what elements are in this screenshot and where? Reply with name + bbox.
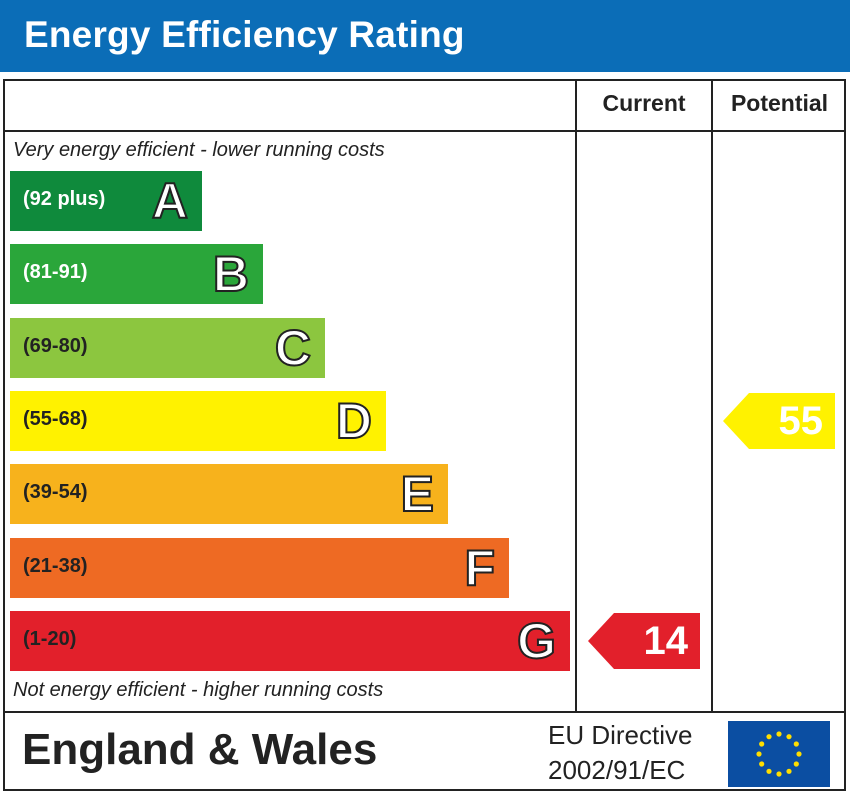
note-bottom: Not energy efficient - higher running co…	[13, 679, 384, 701]
note-top: Very energy efficient - lower running co…	[13, 139, 385, 161]
band-range-label: (55-68)	[23, 408, 88, 430]
header-divider	[3, 130, 846, 132]
band-range-label: (21-38)	[23, 555, 88, 577]
band-c: (69-80) C	[10, 318, 325, 378]
band-f: (21-38) F	[10, 538, 509, 598]
region-label: England & Wales	[22, 725, 378, 774]
band-letter: D	[335, 392, 373, 450]
band-e: (39-54) E	[10, 464, 448, 524]
current-rating-marker: 14	[588, 613, 700, 669]
band-range-label: (39-54)	[23, 481, 88, 503]
directive-line1: EU Directive	[548, 720, 693, 750]
band-letter: A	[151, 172, 189, 230]
band-range-label: (69-80)	[23, 335, 88, 357]
column-divider-current	[575, 79, 577, 713]
potential-rating-marker-arrow	[723, 393, 835, 449]
column-header-current: Current	[602, 90, 686, 116]
band-b: (81-91) B	[10, 244, 263, 304]
directive-line2: 2002/91/EC	[548, 755, 686, 785]
page-title: Energy Efficiency Rating	[24, 14, 465, 55]
header-bar: Energy Efficiency Rating	[0, 0, 850, 72]
band-range-label: (1-20)	[23, 628, 77, 650]
eu-flag-icon	[728, 721, 830, 787]
rating-frame	[3, 79, 846, 791]
band-letter: F	[463, 539, 496, 597]
column-divider-potential	[711, 79, 713, 713]
band-letter: B	[212, 245, 250, 303]
band-letter: G	[516, 612, 557, 670]
band-range-label: (92 plus)	[23, 188, 106, 210]
band-range-label: (81-91)	[23, 261, 88, 283]
band-a: (92 plus) A	[10, 171, 202, 231]
current-rating-marker-arrow	[588, 613, 700, 669]
potential-rating-marker: 55	[723, 393, 835, 449]
band-d: (55-68) D	[10, 391, 386, 451]
current-rating-marker-value: 14	[643, 619, 689, 663]
band-letter: E	[400, 465, 435, 523]
footer-divider	[3, 711, 846, 713]
column-header-potential: Potential	[730, 90, 829, 116]
band-letter: C	[274, 319, 312, 377]
band-g: (1-20) G	[10, 611, 570, 671]
potential-rating-marker-value: 55	[778, 399, 824, 443]
